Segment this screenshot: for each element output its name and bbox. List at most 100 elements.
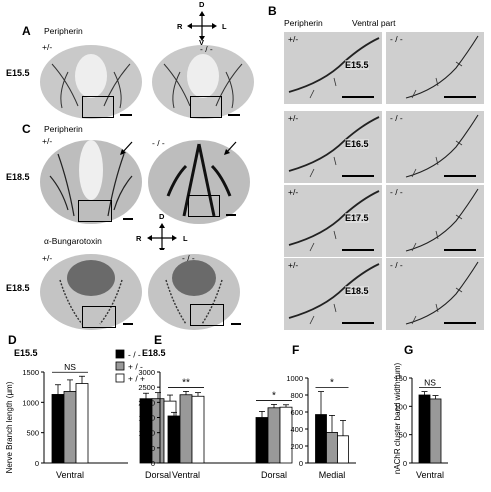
legend-swatch: [115, 361, 125, 371]
chart-G-y-tick-label: 150: [394, 374, 407, 383]
chart-F-bar: [315, 414, 327, 464]
chart-F-y-tick-label: 800: [290, 391, 303, 400]
panel-c-stage2: E18.5: [6, 283, 30, 293]
panel-c-bottom-left-image: [38, 250, 144, 330]
panel-b-genotype: - / -: [390, 260, 403, 270]
chart-G-y-tick-label: 0: [403, 459, 407, 468]
chart-E-category-label: Ventral: [172, 470, 200, 480]
chart-E-y-tick-label: 3000: [138, 368, 155, 377]
chart-F-y-tick-label: 0: [299, 459, 303, 468]
panel-b-image-E17.5-right: [386, 185, 484, 257]
chart-D-significance-label: NS: [64, 362, 76, 372]
panel-b-scale-bar: [342, 175, 374, 177]
panel-b-image-E15.5-right: [386, 32, 484, 104]
panel-a-right-image: [150, 42, 256, 120]
panel-a-axis-r: R: [177, 22, 183, 31]
panel-c-arrow-right: [224, 141, 237, 155]
chart-D-title: E15.5: [14, 348, 38, 358]
panel-b-image-E16.5-right: [386, 111, 484, 183]
panel-a-stage: E15.5: [6, 68, 30, 78]
panel-a-left-genotype: +/-: [42, 42, 53, 52]
panel-b-genotype: +/-: [288, 34, 299, 44]
panel-c-axis-d: D: [159, 212, 165, 221]
panel-a-axis-d: D: [199, 0, 205, 9]
panel-c-bottom-right-inset-box: [190, 304, 224, 326]
legend-label: + / -: [128, 362, 143, 372]
panel-b-stain: Peripherin: [284, 18, 323, 28]
chart-G-y-label: nAChR cluster band width (μm): [393, 363, 402, 475]
panel-b-stage-label: E17.5: [345, 213, 369, 223]
panel-b-genotype: +/-: [288, 260, 299, 270]
chart-G-y-tick-label: 100: [394, 402, 407, 411]
chart-D-y-tick-label: 1000: [22, 398, 39, 407]
panel-b-scale-bar: [342, 96, 374, 98]
chart-G-significance-label: NS: [424, 378, 436, 388]
chart-F-y-tick-label: 200: [290, 442, 303, 451]
chart-G-category-label: Ventral: [416, 470, 444, 480]
chart-G-y-tick-label: 50: [399, 431, 407, 440]
panel-b-scale-bar: [444, 322, 476, 324]
panel-c-bottom-left-inset-box: [82, 306, 116, 328]
chart-E-bar: [179, 394, 193, 464]
panel-b-genotype: +/-: [288, 113, 299, 123]
chart-D-letter: D: [8, 333, 17, 347]
chart-D-y-tick-label: 1500: [22, 368, 39, 377]
legend-swatch: [115, 349, 125, 359]
panel-a-left-inset-box: [82, 96, 114, 118]
panel-b-stage-label: E16.5: [345, 139, 369, 149]
panel-a-axes-cross: [187, 11, 217, 41]
chart-D-bar: [51, 394, 65, 464]
panel-b-scale-bar: [444, 175, 476, 177]
panel-b-genotype: +/-: [288, 187, 299, 197]
chart-F-category-label: Medial: [319, 470, 346, 480]
panel-c-top-left-inset-box: [78, 200, 112, 222]
chart-F-y-tick-label: 1000: [286, 374, 303, 383]
chart-D-bar: [63, 391, 77, 464]
panel-b-scale-bar: [444, 96, 476, 98]
chart-F-y-tick-label: 600: [290, 408, 303, 417]
chart-G-bar: [418, 394, 431, 464]
chart-F-bar: [326, 432, 338, 464]
chart-E-category-label: Dorsal: [261, 470, 287, 480]
chart-D-category-label: Ventral: [56, 470, 84, 480]
panel-b-genotype: - / -: [390, 113, 403, 123]
legend-swatch: [115, 373, 125, 383]
panel-c-scale-bar-left: [123, 218, 133, 220]
panel-b-scale-bar: [444, 249, 476, 251]
chart-E-y-tick-label: 500: [142, 444, 155, 453]
panel-a-axis-l: L: [222, 22, 227, 31]
chart-E-title: E18.5: [142, 348, 166, 358]
panel-c-arrow-left: [120, 141, 133, 155]
panel-c-bottom-right-genotype: - / -: [182, 253, 195, 263]
panel-c-bottom-right-image: [146, 250, 242, 330]
panel-b-stage-label: E18.5: [345, 286, 369, 296]
panel-c-top-left-image: [38, 136, 144, 224]
panel-c-stage: E18.5: [6, 172, 30, 182]
panel-b-letter: B: [268, 4, 277, 18]
panel-a-axis-v: V: [199, 38, 205, 47]
panel-a-stain: Peripherin: [44, 26, 83, 36]
chart-E-y-tick-label: 1500: [138, 414, 155, 423]
panel-b-genotype: - / -: [390, 187, 403, 197]
legend-label: - / -: [128, 350, 141, 360]
panel-a-left-image: [38, 42, 144, 120]
panel-b-scale-bar: [342, 322, 374, 324]
panel-c-scale-bar-bottom-left: [123, 323, 133, 325]
panel-b-genotype: - / -: [390, 34, 403, 44]
chart-D-bar: [75, 383, 89, 464]
panel-c-letter: C: [22, 122, 31, 136]
chart-E-bar: [167, 415, 181, 464]
panel-c-top-right-image: [146, 136, 252, 224]
chart-E-bar: [255, 417, 269, 464]
legend-label: + / +: [128, 374, 145, 384]
chart-D-category-label: Dorsal: [145, 470, 171, 480]
panel-c-top-right-inset-box: [188, 195, 220, 217]
chart-D-y-tick-label: 500: [26, 429, 39, 438]
chart-E-significance-label: *: [272, 390, 276, 401]
chart-G-bar: [429, 398, 442, 464]
panel-a-scale-bar-left: [120, 114, 132, 116]
panel-c-axis-l: L: [183, 234, 188, 243]
panel-c-scale-bar-bottom-right: [231, 323, 241, 325]
chart-F-bar: [337, 435, 349, 464]
